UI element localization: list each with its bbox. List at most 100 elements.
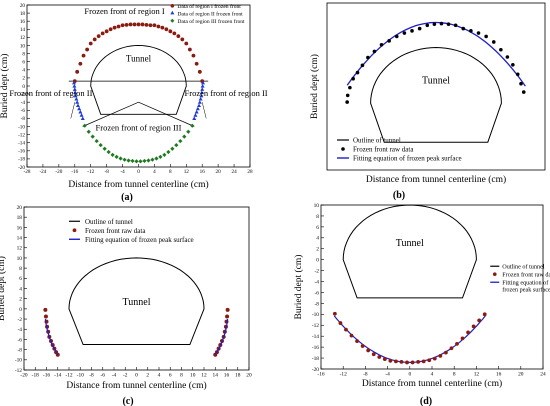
panel-a-annot-region3: Frozen front of region III: [96, 123, 182, 133]
panel-d-raw-data-point: [371, 352, 376, 357]
panel-a-region2-data-point: [73, 93, 78, 98]
panel-d-raw-data-point: [349, 333, 354, 338]
panel-c-x-tick-label: -18: [32, 372, 39, 378]
panel-d-y-axis-label: Buried dept (cm): [293, 255, 304, 320]
panel-b-raw-data-point: [417, 26, 422, 31]
panel-a-region3-data-point: [130, 158, 135, 164]
panel-a-region3-data-point: [154, 156, 159, 161]
panel-c-y-tick-label: -8: [18, 348, 23, 354]
panel-a-region3-data-point: [82, 123, 87, 128]
panel-a-region3-data-point: [190, 123, 195, 128]
panel-a-plot-frame: [26, 4, 251, 168]
panel-a-region3-data-point: [170, 146, 175, 151]
panel-d-y-tick-label: -10: [312, 312, 319, 318]
panel-a-region1-data-point: [187, 47, 192, 52]
panel-d-x-tick-label: 20: [518, 371, 524, 377]
panel-a-region1-data-point: [88, 41, 93, 46]
panel-c-y-tick-label: -4: [18, 327, 23, 333]
panel-d-tunnel-label: Tunnel: [396, 238, 424, 249]
panel-a-region3-data-point: [126, 158, 131, 163]
panel-a-region3-data-point: [114, 154, 119, 159]
panel-b-raw-data-point: [348, 85, 352, 90]
panel-d-y-tick-label: -12: [312, 323, 319, 329]
panel-a-region2-data-point: [73, 90, 78, 95]
panel-d-x-tick-label: -8: [363, 371, 368, 377]
panel-a-x-tick-label: -28: [24, 169, 31, 175]
panel-a-region2-data-point: [71, 80, 76, 85]
panel-d-y-tick-label: -6: [315, 290, 320, 296]
panel-a-y-tick-label: -8: [21, 116, 26, 122]
panel-a-y-tick-label: 12: [20, 35, 26, 41]
panel-b-raw-data-point: [515, 72, 520, 77]
panel-c-y-tick-label: 2: [19, 297, 22, 303]
panel-d-x-axis-label: Distance from tunnel centerline (cm): [362, 378, 502, 389]
panel-c-x-tick-label: -16: [43, 372, 50, 378]
panel-a-region1-data-point: [176, 34, 181, 39]
panel-a-region1-data-point: [148, 23, 153, 28]
panel-a-region2-data-point: [195, 106, 200, 111]
panel-a-region2-data-point: [75, 103, 80, 108]
panel-a-legend-marker-region3: [170, 18, 175, 23]
panel-a-y-tick-label: 6: [22, 60, 25, 66]
panel-c-x-tick-label: 12: [201, 372, 207, 378]
panel-c-x-axis-label: Distance from tunnel centerline (cm): [66, 380, 206, 391]
panel-c-x-tick-label: 20: [246, 372, 252, 378]
panel-d-raw-data-point: [416, 359, 421, 364]
panel-c-fit-curve-right: [214, 319, 229, 355]
panel-a-leader-line: [201, 102, 207, 119]
panel-b: (b) Distance from tunnel centerline (cm)…: [309, 2, 546, 201]
panel-b-raw-data-point: [439, 21, 444, 26]
panel-d-raw-data-point: [332, 311, 337, 316]
panel-d-raw-data-point: [482, 312, 487, 317]
panel-d-y-tick-label: 0: [316, 258, 319, 264]
panel-a-region3-data-point: [146, 158, 151, 163]
panel-a-region3-data-point: [174, 143, 179, 148]
panel-a-tunnel-outline: [90, 45, 187, 115]
panel-b-legend-raw: Frozen front raw data: [353, 146, 414, 154]
panel-d-legend-fit-line: Fitting equation of: [502, 280, 549, 287]
panel-d-x-tick-label: -16: [317, 371, 324, 377]
panel-a-region1-data-point: [172, 31, 177, 36]
panel-a-region2-data-point: [78, 109, 83, 114]
panel-c-y-tick-label: 14: [17, 235, 23, 241]
panel-b-raw-data-point: [505, 55, 510, 59]
panel-a-region2-data-point: [200, 84, 205, 88]
panel-a-region2-data-point: [74, 96, 79, 101]
panel-a-region3-data-point: [122, 157, 127, 162]
panel-d-legend-marker-raw: [492, 272, 497, 277]
panel-b-x-axis-label: Distance from tunnel centerline (cm): [366, 174, 506, 185]
panel-c-y-tick-label: 12: [17, 246, 23, 252]
panel-c-x-tick-label: 10: [190, 372, 196, 378]
panel-d-y-tick-label: -14: [312, 334, 319, 340]
panel-b-raw-data-point: [432, 22, 437, 26]
panel-a-y-tick-label: 4: [22, 68, 25, 74]
panel-c-x-tick-label: -2: [123, 372, 128, 378]
panel-d-y-tick-label: 6: [316, 225, 319, 231]
panel-a-x-tick-label: -12: [87, 169, 94, 175]
panel-b-raw-data-point: [345, 100, 349, 104]
panel-a-y-tick-label: 2: [22, 76, 25, 82]
panel-a-legend-region2: Data of region II frozen front: [177, 10, 243, 17]
panel-d-y-tick-label: 10: [314, 203, 320, 209]
panel-a-region2-data-point: [199, 93, 204, 98]
panel-a-region1-data-point: [108, 27, 113, 32]
panel-d-raw-data-point: [366, 348, 371, 353]
panel-a-region2-data-point: [201, 80, 206, 85]
panel-d-raw-data-point: [394, 359, 398, 364]
panel-d-raw-data-point: [449, 346, 454, 351]
panel-a-annot-region2-right: Frozen front of region II: [185, 88, 268, 98]
panel-b-raw-data-point: [351, 76, 355, 81]
panel-b-tunnel-label: Tunnel: [422, 76, 450, 87]
panel-a-region3-data-point: [102, 146, 107, 151]
panel-b-raw-data-point: [511, 62, 515, 67]
panel-d-raw-data-point: [344, 327, 348, 332]
panel-b-raw-data-point: [345, 93, 350, 98]
panel-a-region3-data-point: [186, 129, 191, 134]
panel-a-region3-data-point: [150, 157, 155, 162]
panel-b-raw-data-point: [372, 49, 377, 54]
panel-c-y-tick-label: -12: [15, 368, 22, 374]
panel-a-region1-data-point: [140, 22, 145, 27]
panel-c-y-tick-label: -6: [18, 337, 23, 343]
panel-a-legend-marker-region1: [170, 4, 175, 8]
